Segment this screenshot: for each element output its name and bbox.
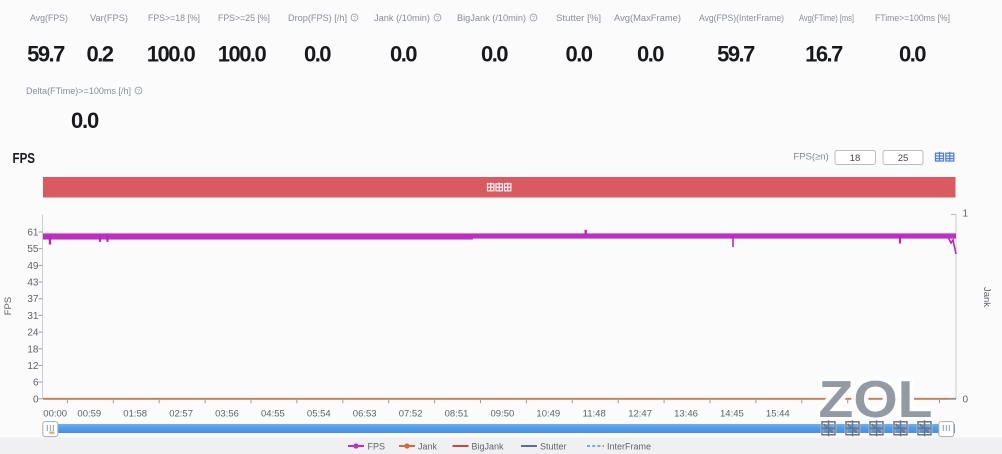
svg-text:02:57: 02:57 [169,409,193,420]
svg-text:08:51: 08:51 [445,409,469,420]
svg-text:0.0: 0.0 [481,42,508,67]
svg-text:03:56: 03:56 [215,409,239,420]
svg-text:100.0: 100.0 [218,42,267,67]
svg-text:06:53: 06:53 [353,409,377,420]
svg-text:16.7: 16.7 [805,42,843,67]
svg-text:25: 25 [898,153,909,164]
svg-text:Avg(FPS)(InterFrame): Avg(FPS)(InterFrame) [699,13,784,24]
svg-text:ZOL: ZOL [819,371,933,429]
svg-text:Avg(FPS): Avg(FPS) [30,13,68,24]
svg-text:FPS: FPS [368,442,386,452]
svg-text:04:55: 04:55 [261,409,285,420]
svg-text:55: 55 [27,244,39,255]
svg-text:FTime>=100ms [%]: FTime>=100ms [%] [875,13,950,24]
svg-text:00:00: 00:00 [43,409,67,420]
svg-text:Avg(MaxFrame): Avg(MaxFrame) [614,13,681,24]
svg-text:18: 18 [850,153,861,164]
svg-text:0.2: 0.2 [86,42,113,67]
svg-text:09:50: 09:50 [491,409,515,420]
svg-text:BigJank (/10min): BigJank (/10min) [457,13,526,24]
svg-text:Jank: Jank [981,287,992,307]
svg-text:BigJank: BigJank [472,442,505,452]
svg-text:24: 24 [27,328,39,339]
svg-text:12: 12 [27,361,39,372]
svg-text:?: ? [532,16,535,22]
svg-text:0.0: 0.0 [637,42,664,67]
svg-text:0.0: 0.0 [390,42,417,67]
svg-text:01:58: 01:58 [123,409,147,420]
svg-text:61: 61 [27,228,39,239]
svg-text:Avg(FTime) [ms]: Avg(FTime) [ms] [799,13,854,24]
svg-text:6: 6 [33,378,39,389]
svg-text:13:46: 13:46 [674,409,698,420]
svg-text:05:54: 05:54 [307,409,331,420]
svg-text:Stutter [%]: Stutter [%] [556,13,601,24]
svg-text:100.0: 100.0 [147,42,196,67]
svg-text:18: 18 [27,344,39,355]
svg-text:?: ? [353,16,356,22]
svg-text:07:52: 07:52 [399,409,423,420]
svg-text:0.0: 0.0 [899,42,926,67]
svg-text:Jank (/10min): Jank (/10min) [374,13,430,24]
svg-text:FPS(≥n): FPS(≥n) [793,152,828,163]
svg-text:31: 31 [27,311,39,322]
svg-text:00:59: 00:59 [77,409,101,420]
svg-text:0.0: 0.0 [71,108,99,133]
svg-text:0.0: 0.0 [565,42,592,67]
svg-text:FPS>=18 [%]: FPS>=18 [%] [148,13,200,24]
svg-text:49: 49 [27,261,39,272]
svg-text:Drop(FPS) [/h]: Drop(FPS) [/h] [288,13,347,24]
svg-text:11:48: 11:48 [583,409,606,420]
svg-text:0.0: 0.0 [304,42,331,67]
svg-text:FPS: FPS [3,297,14,315]
svg-text:1: 1 [963,209,969,220]
svg-text:InterFrame: InterFrame [607,442,651,452]
svg-text:0: 0 [963,395,969,406]
svg-text:FPS>=25 [%]: FPS>=25 [%] [218,13,270,24]
svg-text:?: ? [436,16,439,22]
svg-text:?: ? [137,89,140,95]
svg-text:43: 43 [27,278,39,289]
svg-text:FPS: FPS [13,150,36,167]
svg-text:59.7: 59.7 [717,42,755,67]
svg-text:0: 0 [33,394,39,405]
svg-text:Var(FPS): Var(FPS) [90,13,128,24]
svg-text:Stutter: Stutter [540,442,567,452]
svg-text:59.7: 59.7 [27,42,65,67]
svg-text:15:44: 15:44 [766,409,790,420]
svg-text:10:49: 10:49 [536,409,560,420]
svg-text:12:47: 12:47 [628,409,652,420]
svg-text:Jank: Jank [418,442,438,452]
svg-text:Delta(FTime)>=100ms [/h]: Delta(FTime)>=100ms [/h] [26,86,131,97]
svg-text:37: 37 [27,294,39,305]
svg-text:14:45: 14:45 [720,409,744,420]
